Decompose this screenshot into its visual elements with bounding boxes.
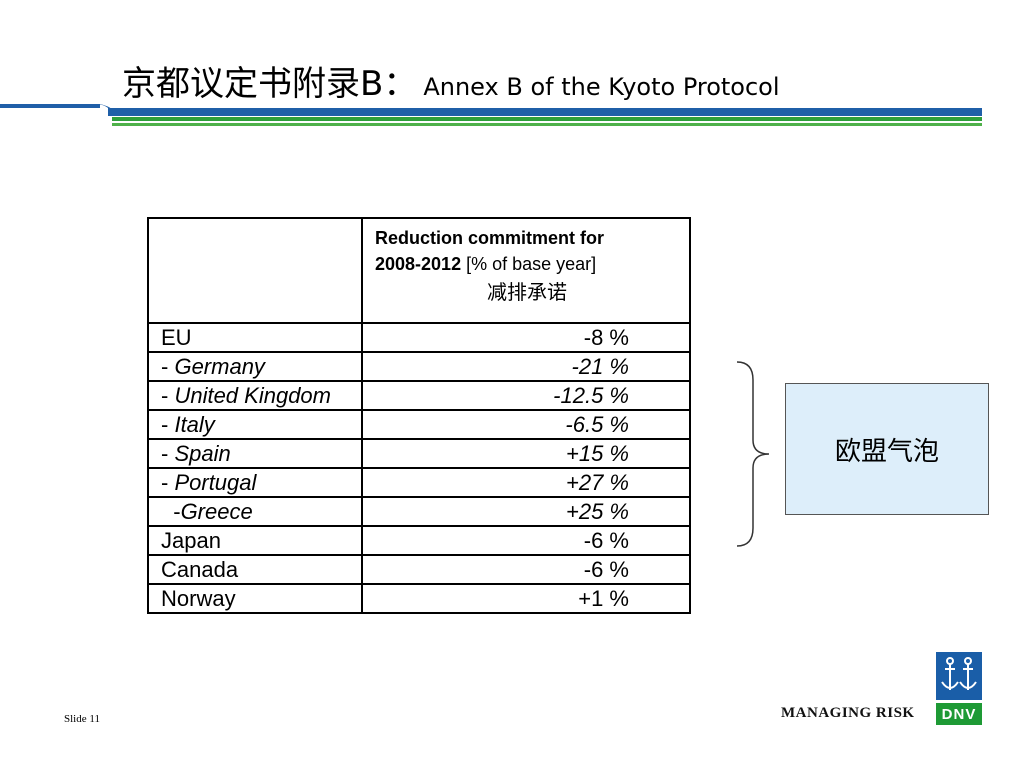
dnv-logo-icon: [936, 652, 982, 700]
country-cell: - Spain: [147, 438, 363, 469]
country-prefix: -: [161, 354, 175, 379]
country-cell: - Germany: [147, 351, 363, 382]
eu-bubble-label: 欧盟气泡: [834, 436, 939, 467]
title-chinese: 京都议定书附录: [122, 64, 360, 104]
annex-b-table: Reduction commitment for 2008-2012 [% of…: [147, 217, 691, 614]
country-name: Spain: [174, 441, 231, 466]
table-row: - Spain +15 %: [147, 438, 691, 469]
country-cell: - Italy: [147, 409, 363, 440]
table-header-row: Reduction commitment for 2008-2012 [% of…: [147, 217, 691, 324]
country-prefix: -: [161, 470, 175, 495]
country-name: EU: [161, 325, 192, 350]
country-cell: Canada: [147, 554, 363, 585]
country-cell: - United Kingdom: [147, 380, 363, 411]
header-rule-blue: [0, 104, 982, 116]
table-row: Norway +1 %: [147, 583, 691, 614]
table-row: - Germany -21 %: [147, 351, 691, 382]
commitment-value: +15 %: [361, 438, 691, 469]
country-name: Italy: [174, 412, 215, 437]
country-name: United Kingdom: [174, 383, 331, 408]
country-name: Germany: [174, 354, 265, 379]
country-name: Portugal: [174, 470, 257, 495]
table-row: Japan -6 %: [147, 525, 691, 556]
commitment-value: -6 %: [361, 554, 691, 585]
table-row: EU -8 %: [147, 322, 691, 353]
commitment-value: +27 %: [361, 467, 691, 498]
country-name: Greece: [180, 499, 253, 524]
table-row: - Italy -6.5 %: [147, 409, 691, 440]
commitment-value: -21 %: [361, 351, 691, 382]
dnv-logo-text: DNV: [936, 703, 982, 725]
country-prefix: -: [161, 499, 181, 524]
table-row: - United Kingdom -12.5 %: [147, 380, 691, 411]
slide-number: Slide 11: [64, 713, 100, 725]
country-cell: Japan: [147, 525, 363, 556]
header-rule-green-thin: [112, 123, 982, 126]
commitment-value: -6 %: [361, 525, 691, 556]
commitment-value: -6.5 %: [361, 409, 691, 440]
managing-risk-tagline: MANAGING RISK: [781, 705, 915, 721]
country-prefix: -: [161, 412, 175, 437]
country-cell: Norway: [147, 583, 363, 614]
table-row: - Portugal +27 %: [147, 467, 691, 498]
header-years: 2008-2012: [375, 254, 462, 274]
header-unit: [% of base year]: [461, 254, 597, 274]
country-prefix: -: [161, 441, 175, 466]
table-header-commitment: Reduction commitment for 2008-2012 [% of…: [361, 217, 691, 324]
country-name: Japan: [161, 528, 221, 553]
country-name: Norway: [161, 586, 236, 611]
table-header-empty: [147, 217, 363, 324]
table-row: -Greece +25 %: [147, 496, 691, 527]
commitment-value: +1 %: [361, 583, 691, 614]
table-row: Canada -6 %: [147, 554, 691, 585]
header-chinese: 减排承诺: [487, 280, 567, 304]
header-bold-line: Reduction commitment for: [375, 228, 605, 248]
title-letter: B：: [360, 64, 418, 104]
header-rule-green: [112, 117, 982, 121]
country-cell: -Greece: [147, 496, 363, 527]
slide-title: 京都议定书附录B： Annex B of the Kyoto Protocol: [122, 62, 780, 106]
eu-bubble-box: 欧盟气泡: [785, 383, 989, 515]
country-prefix: -: [161, 383, 175, 408]
country-name: Canada: [161, 557, 239, 582]
country-cell: - Portugal: [147, 467, 363, 498]
commitment-value: +25 %: [361, 496, 691, 527]
commitment-value: -8 %: [361, 322, 691, 353]
commitment-value: -12.5 %: [361, 380, 691, 411]
brace-icon: [736, 361, 770, 547]
country-cell: EU: [147, 322, 363, 353]
title-english: Annex B of the Kyoto Protocol: [423, 73, 780, 101]
